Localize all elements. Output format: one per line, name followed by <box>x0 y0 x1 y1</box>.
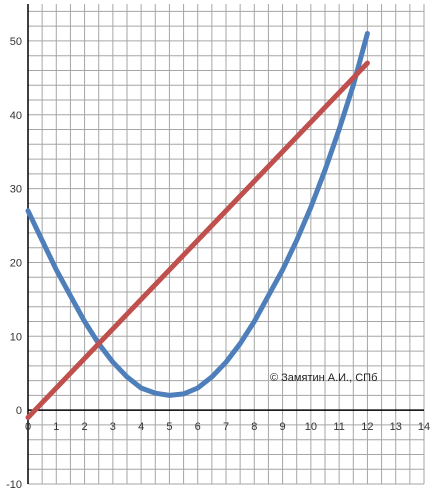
x-tick-label: 13 <box>390 421 402 433</box>
y-tick-label: -10 <box>6 479 22 488</box>
x-tick-label: 2 <box>82 421 88 433</box>
x-tick-label: 12 <box>361 421 373 433</box>
x-tick-label: 3 <box>110 421 116 433</box>
axes <box>27 4 424 484</box>
x-tick-label: 8 <box>251 421 257 433</box>
y-tick-label: 40 <box>10 110 22 122</box>
x-tick-label: 0 <box>25 421 31 433</box>
series-line-1 <box>25 31 370 398</box>
x-tick-label: 14 <box>418 421 430 433</box>
x-tick-label: 1 <box>53 421 59 433</box>
x-tick-label: 4 <box>138 421 144 433</box>
series <box>25 31 370 420</box>
series-line-2 <box>25 60 370 420</box>
x-tick-label: 6 <box>195 421 201 433</box>
y-tick-label: 30 <box>10 184 22 196</box>
x-tick-label: 11 <box>333 421 344 433</box>
x-tick-label: 5 <box>166 421 172 433</box>
x-tick-label: 10 <box>305 421 317 433</box>
annotation-credit: © Замятин А.И., СПб <box>270 372 377 384</box>
y-tick-label: 0 <box>16 405 22 417</box>
x-tick-label: 7 <box>223 421 229 433</box>
y-tick-label: 20 <box>10 257 22 269</box>
grid <box>27 4 425 485</box>
x-tick-label: 9 <box>280 421 286 433</box>
y-tick-label: 10 <box>10 331 22 343</box>
y-tick-label: 50 <box>10 36 22 48</box>
